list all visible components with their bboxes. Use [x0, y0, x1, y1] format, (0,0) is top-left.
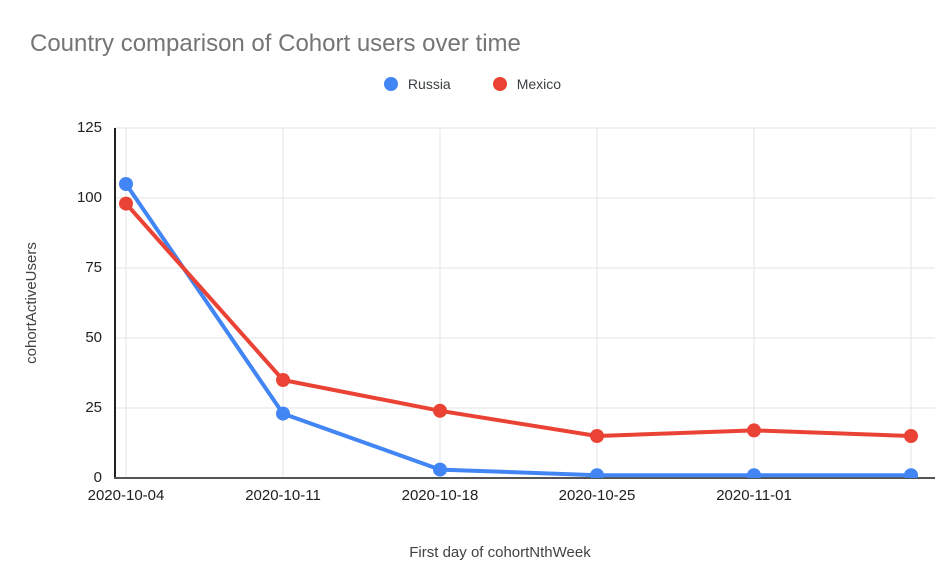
legend-dot-icon	[383, 77, 398, 91]
y-tick-label: 100	[76, 189, 102, 206]
y-tick-label: 75	[85, 259, 102, 276]
russia-line	[124, 182, 913, 478]
x-tick-label: 2020-10-11	[245, 487, 321, 504]
mexico-line	[124, 201, 913, 438]
x-tick-label: 2020-11-01	[716, 487, 792, 504]
russia-point-3[interactable]	[590, 468, 604, 482]
mexico-point-0[interactable]	[119, 196, 133, 211]
legend: Russia Mexico	[0, 76, 945, 92]
series-mexico	[119, 196, 918, 443]
russia-point-2[interactable]	[433, 462, 447, 477]
y-axis-title: cohortActiveUsers	[23, 242, 40, 364]
y-tick-label: 0	[93, 469, 102, 486]
mexico-point-2[interactable]	[433, 403, 447, 418]
russia-point-4[interactable]	[747, 468, 761, 482]
legend-item-mexico[interactable]: Mexico	[492, 76, 562, 92]
mexico-point-5[interactable]	[904, 429, 918, 443]
x-tick-label: 2020-10-25	[558, 487, 636, 504]
x-tick-label: 2020-10-18	[401, 487, 479, 504]
mexico-point-3[interactable]	[590, 429, 604, 443]
legend-item-russia[interactable]: Russia	[383, 76, 451, 92]
legend-dot-icon	[492, 77, 507, 91]
mexico-point-1[interactable]	[276, 373, 290, 387]
russia-point-0[interactable]	[119, 177, 133, 191]
chart-title: Country comparison of Cohort users over …	[30, 30, 521, 57]
x-axis-title: First day of cohortNthWeek	[409, 544, 591, 561]
russia-point-1[interactable]	[276, 406, 290, 421]
russia-point-5[interactable]	[904, 468, 918, 482]
y-tick-label: 25	[85, 399, 102, 416]
series-russia	[119, 177, 918, 482]
mexico-point-4[interactable]	[747, 423, 761, 438]
x-tick-label: 2020-10-04	[87, 487, 165, 504]
y-tick-label: 50	[85, 329, 102, 346]
legend-label: Mexico	[516, 76, 562, 92]
legend-label: Russia	[407, 76, 451, 92]
y-tick-label: 125	[76, 119, 102, 136]
